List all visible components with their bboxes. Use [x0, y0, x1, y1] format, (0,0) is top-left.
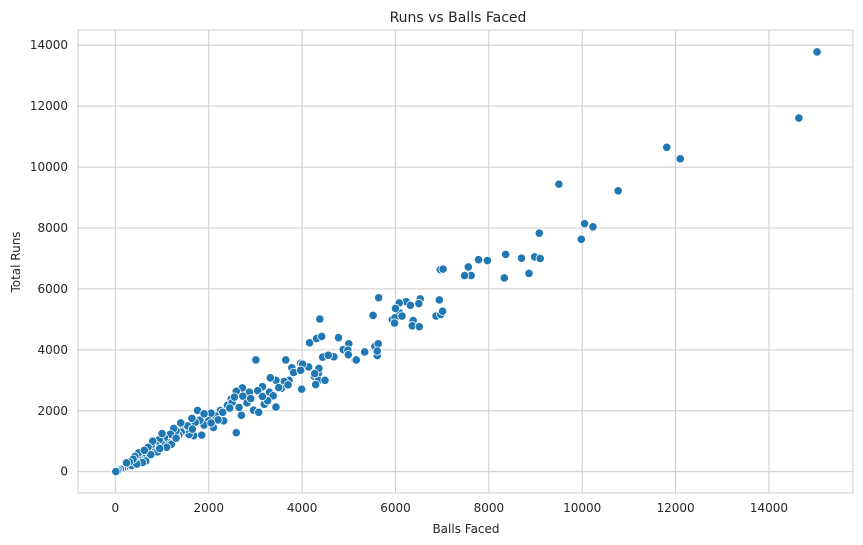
- data-point: [588, 222, 598, 232]
- x-tick-label: 6000: [380, 501, 411, 515]
- data-point: [310, 368, 320, 379]
- x-tick-label: 0: [112, 501, 120, 515]
- data-point: [576, 234, 586, 244]
- data-point: [206, 418, 216, 428]
- data-point: [368, 310, 378, 321]
- data-point: [438, 306, 448, 316]
- data-point: [236, 410, 247, 420]
- data-point: [374, 293, 384, 303]
- data-point: [343, 350, 353, 360]
- data-point: [812, 47, 822, 57]
- data-point: [218, 407, 228, 417]
- data-point: [231, 428, 241, 438]
- y-tick-label: 6000: [37, 282, 68, 296]
- y-tick-label: 10000: [30, 160, 68, 174]
- data-point: [323, 350, 333, 360]
- data-point: [482, 255, 493, 266]
- data-point: [360, 347, 370, 357]
- y-tick-label: 8000: [37, 221, 68, 235]
- data-point: [473, 255, 484, 265]
- plot-frame: [77, 29, 854, 494]
- x-tick-labels: 0 2000 4000 6000 8000 10000 12000 14000: [112, 501, 789, 515]
- data-point: [139, 445, 149, 455]
- data-point: [554, 179, 564, 189]
- x-tick-label: 4000: [287, 501, 318, 515]
- data-point: [434, 295, 444, 305]
- data-point: [246, 393, 256, 404]
- x-tick-label: 8000: [474, 501, 505, 515]
- data-point: [390, 303, 401, 314]
- y-tick-label: 12000: [30, 99, 68, 113]
- y-tick-label: 4000: [37, 343, 68, 357]
- data-point: [296, 365, 306, 375]
- x-axis-label: Balls Faced: [432, 522, 499, 536]
- x-tick-label: 12000: [656, 501, 694, 515]
- data-point: [283, 380, 293, 390]
- data-point: [535, 253, 545, 264]
- data-point: [311, 379, 321, 390]
- data-point: [675, 154, 685, 164]
- data-point: [351, 355, 361, 365]
- data-point: [229, 392, 240, 402]
- data-point: [501, 249, 511, 260]
- x-tick-label: 2000: [193, 501, 224, 515]
- data-point: [405, 300, 416, 310]
- data-point: [157, 429, 167, 439]
- y-tick-label: 14000: [30, 38, 68, 52]
- data-point: [155, 443, 165, 454]
- data-point: [297, 384, 307, 394]
- y-tick-labels: 0 2000 4000 6000 8000 10000 12000 14000: [30, 38, 68, 478]
- data-point: [199, 409, 209, 419]
- data-point: [146, 450, 156, 460]
- data-point: [389, 318, 400, 328]
- data-point: [251, 355, 261, 365]
- data-point: [333, 333, 344, 343]
- data-point: [148, 436, 158, 446]
- data-point: [320, 375, 330, 385]
- data-point: [534, 228, 544, 238]
- data-point: [254, 407, 264, 417]
- data-point: [794, 113, 804, 123]
- data-points: [111, 47, 822, 477]
- y-tick-label: 0: [60, 465, 68, 479]
- chart-title: Runs vs Balls Faced: [390, 10, 527, 26]
- data-point: [197, 430, 207, 440]
- data-point: [438, 264, 448, 274]
- data-point: [225, 403, 235, 413]
- data-point: [317, 331, 327, 342]
- data-point: [121, 458, 132, 468]
- data-point: [281, 355, 291, 365]
- data-point: [304, 338, 315, 348]
- data-point: [171, 433, 181, 443]
- data-point: [271, 402, 281, 412]
- data-point: [257, 391, 268, 402]
- y-gridlines: [78, 44, 853, 473]
- data-point: [579, 219, 590, 229]
- data-point: [265, 373, 275, 383]
- y-tick-label: 2000: [37, 404, 68, 418]
- data-point: [499, 273, 509, 283]
- data-point: [176, 418, 186, 428]
- data-point: [662, 142, 672, 152]
- data-point: [187, 424, 197, 434]
- y-axis-label: Total Runs: [9, 231, 23, 293]
- data-point: [111, 466, 121, 477]
- data-point: [397, 311, 407, 321]
- data-point: [414, 298, 424, 309]
- data-point: [372, 346, 382, 356]
- data-point: [459, 270, 470, 281]
- data-point: [414, 322, 424, 332]
- data-point: [524, 268, 534, 278]
- data-point: [463, 262, 473, 272]
- data-point: [516, 253, 527, 263]
- x-tick-label: 10000: [563, 501, 601, 515]
- data-point: [187, 413, 197, 423]
- data-point: [274, 383, 284, 393]
- x-tick-label: 14000: [750, 501, 788, 515]
- data-point: [613, 186, 623, 196]
- data-point: [315, 314, 325, 324]
